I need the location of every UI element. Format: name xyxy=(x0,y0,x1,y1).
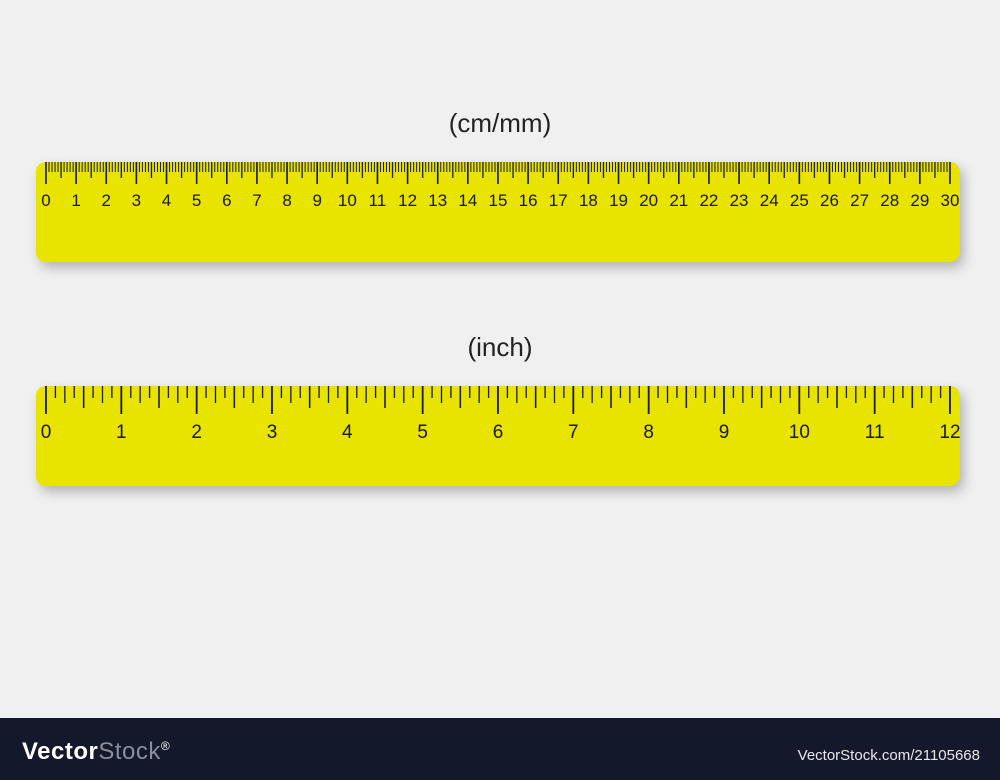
svg-text:0: 0 xyxy=(41,191,50,210)
inch-ruler: 0123456789101112 xyxy=(36,386,960,486)
svg-text:3: 3 xyxy=(267,422,278,443)
svg-text:6: 6 xyxy=(222,191,231,210)
svg-text:28: 28 xyxy=(880,191,899,210)
svg-text:26: 26 xyxy=(820,191,839,210)
svg-text:0: 0 xyxy=(41,422,52,443)
svg-text:4: 4 xyxy=(162,191,171,210)
svg-text:27: 27 xyxy=(850,191,869,210)
svg-text:11: 11 xyxy=(865,422,885,443)
svg-text:23: 23 xyxy=(730,191,749,210)
svg-text:21: 21 xyxy=(669,191,688,210)
brand-suffix: Stock xyxy=(98,738,161,765)
svg-text:11: 11 xyxy=(369,191,387,210)
svg-text:4: 4 xyxy=(342,422,353,443)
svg-text:7: 7 xyxy=(252,191,261,210)
svg-text:10: 10 xyxy=(789,422,810,443)
registered-mark: ® xyxy=(161,739,170,753)
svg-text:1: 1 xyxy=(71,191,80,210)
brand-prefix: Vector xyxy=(22,738,98,765)
svg-text:8: 8 xyxy=(643,422,654,443)
svg-text:10: 10 xyxy=(338,191,357,210)
svg-text:6: 6 xyxy=(493,422,504,443)
svg-text:2: 2 xyxy=(191,422,202,443)
svg-text:15: 15 xyxy=(489,191,508,210)
cm-title: (cm/mm) xyxy=(0,108,1000,139)
svg-text:12: 12 xyxy=(398,191,417,210)
svg-text:13: 13 xyxy=(428,191,447,210)
svg-text:19: 19 xyxy=(609,191,628,210)
svg-text:12: 12 xyxy=(939,422,960,443)
svg-text:17: 17 xyxy=(549,191,568,210)
svg-text:20: 20 xyxy=(639,191,658,210)
svg-text:1: 1 xyxy=(116,422,127,443)
svg-text:14: 14 xyxy=(458,191,477,210)
svg-text:24: 24 xyxy=(760,191,779,210)
svg-text:22: 22 xyxy=(699,191,718,210)
svg-text:7: 7 xyxy=(568,422,579,443)
svg-text:8: 8 xyxy=(282,191,291,210)
svg-text:5: 5 xyxy=(417,422,428,443)
svg-text:25: 25 xyxy=(790,191,809,210)
svg-text:18: 18 xyxy=(579,191,598,210)
inch-title: (inch) xyxy=(0,332,1000,363)
svg-text:30: 30 xyxy=(941,191,960,210)
svg-text:3: 3 xyxy=(132,191,141,210)
svg-text:9: 9 xyxy=(719,422,730,443)
svg-text:5: 5 xyxy=(192,191,201,210)
svg-text:9: 9 xyxy=(312,191,321,210)
brand-logo: VectorStock® xyxy=(22,738,170,766)
canvas: (cm/mm) (inch) 0123456789101112131415161… xyxy=(0,0,1000,780)
attribution-text: VectorStock.com/21105668 xyxy=(798,747,980,764)
cm-ruler: 0123456789101112131415161718192021222324… xyxy=(36,162,960,262)
svg-text:29: 29 xyxy=(910,191,929,210)
svg-text:2: 2 xyxy=(102,191,111,210)
svg-text:16: 16 xyxy=(519,191,538,210)
footer-bar: VectorStock® VectorStock.com/21105668 xyxy=(0,718,1000,780)
